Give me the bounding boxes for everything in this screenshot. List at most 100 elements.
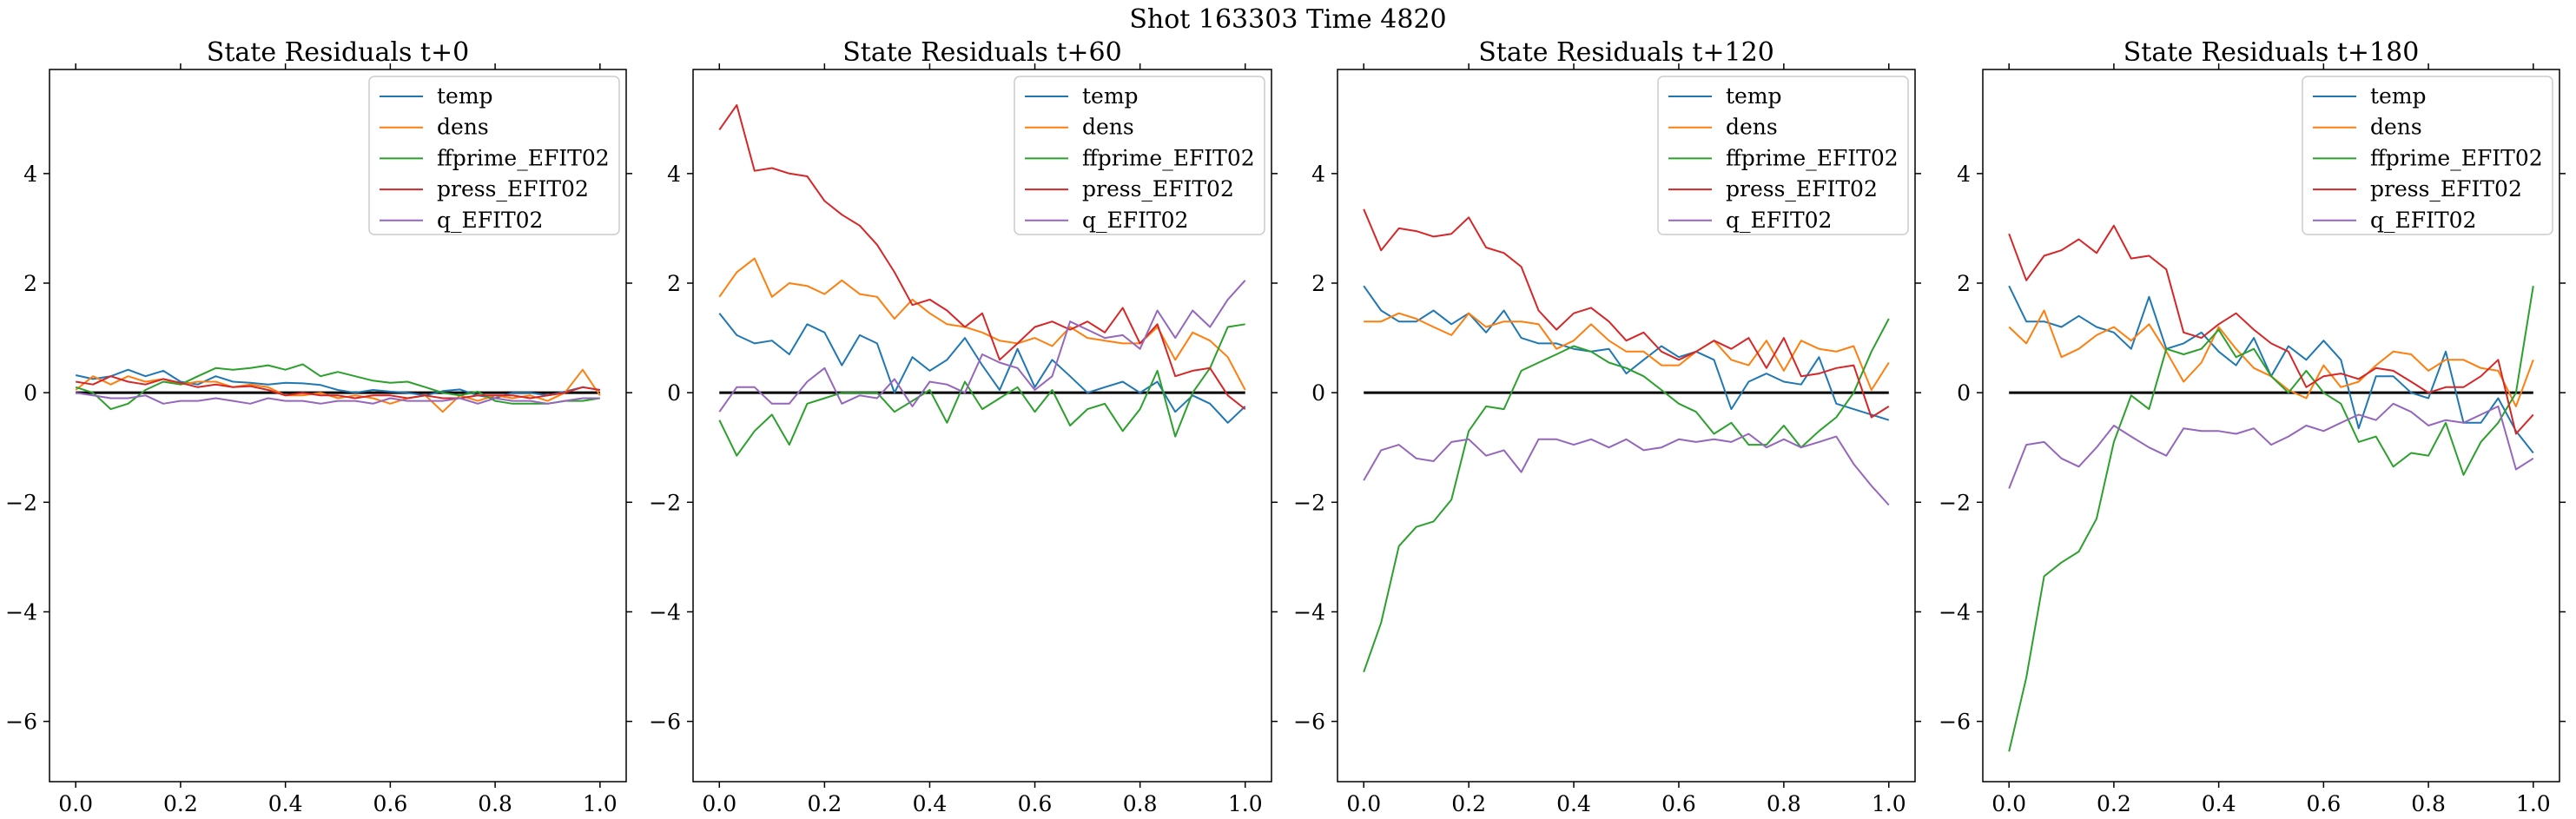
subplot-title: State Residuals t+60 [842,37,1121,68]
legend-box [368,76,620,235]
series-line-ffprime-efit02 [718,323,1245,457]
series-line-temp [2008,285,2534,454]
x-tick-label: 0.8 [1767,791,1801,816]
y-tick-label: −2 [5,490,37,515]
y-tick-label: −6 [1293,710,1325,735]
legend-box [1014,76,1265,235]
x-tick-label: 0.0 [1346,791,1381,816]
plot-area [718,104,1246,457]
legend-label: temp [1726,83,1782,109]
x-tick-label: 0.6 [1661,791,1696,816]
x-tick-label: 0.0 [702,791,736,816]
axes-frame [1337,69,1916,783]
x-tick-label: 0.2 [2097,791,2131,816]
legend-label: press_EFIT02 [1726,176,1878,201]
y-tick-label: −4 [649,599,681,624]
y-tick-label: −6 [1939,710,1971,735]
subplot-3: State Residuals t+120 0.0 0.2 0.4 0.6 0.8 1.0 −… [1293,37,1921,816]
axes-frame [49,69,627,783]
x-tick-label: 0.0 [1991,791,2026,816]
legend-box [1657,76,1909,235]
series-line-dens [718,257,1246,391]
y-tick-label: −2 [1293,490,1325,515]
legend-label: ffprime_EFIT02 [1726,145,1899,170]
y-tick-label: 2 [1957,271,1971,296]
y-tick-label: 0 [1311,380,1325,406]
x-tick-label: 1.0 [1228,791,1263,816]
x-tick-label: 0.2 [807,791,842,816]
x-tick-label: 0.6 [2306,791,2341,816]
legend-label: temp [437,83,493,109]
subplot-4: State Residuals t+180 0.0 0.2 0.4 0.6 0.8 1.0 −… [1939,37,2566,816]
series-line-press-efit02 [718,104,1246,410]
y-tick-label: −2 [649,490,681,515]
x-tick-label: 0.8 [1123,791,1158,816]
y-tick-label: 2 [667,271,681,296]
subplot-1: State Residuals t+0 0.0 0.2 0.4 0.6 0.8 1.0 −6 −… [5,37,632,816]
y-tick-label: 2 [23,271,37,296]
x-tick-label: 0.6 [373,791,407,816]
x-tick-label: 1.0 [583,791,618,816]
y-tick-label: 4 [23,162,37,187]
plot-area [1363,208,1890,673]
legend-label: q_EFIT02 [1082,208,1188,233]
series-line-temp [75,368,600,400]
legend-label: q_EFIT02 [1726,208,1832,233]
series-line-ffprime-efit02 [75,363,600,411]
x-tick-label: 0.8 [478,791,512,816]
y-tick-label: 4 [1957,162,1971,187]
x-tick-label: 1.0 [2516,791,2551,816]
legend-label: temp [2370,83,2427,109]
legend: temp dens ffprime_EFIT02 press_EFIT02 q_EFIT… [1014,76,1265,235]
y-tick-label: −6 [5,710,37,735]
y-tick-label: −4 [1939,599,1971,624]
series-line-temp [1363,285,1890,421]
axes-frame [692,69,1272,783]
y-tick-label: 0 [23,380,37,406]
series-line-q-efit02 [76,392,600,405]
x-tick-label: 0.6 [1018,791,1053,816]
series-line-temp [718,313,1246,424]
x-tick-label: 0.2 [1451,791,1486,816]
subplot-title: State Residuals t+120 [1478,37,1774,68]
series-line-press-efit02 [76,375,600,400]
x-tick-label: 0.4 [1556,791,1591,816]
legend-label: press_EFIT02 [437,176,589,201]
plot-area [75,363,601,413]
subplot-title: State Residuals t+180 [2124,37,2420,68]
legend-label: press_EFIT02 [2370,176,2522,201]
series-line-press-efit02 [2008,224,2534,435]
figure-suptitle: Shot 163303 Time 4820 [1129,4,1446,35]
legend: temp dens ffprime_EFIT02 press_EFIT02 q_EFIT… [368,76,620,235]
legend-label: ffprime_EFIT02 [2370,145,2543,170]
y-tick-label: −4 [5,599,37,624]
legend-box [2302,76,2553,235]
plot-area [2008,224,2534,752]
legend-label: dens [1082,115,1134,140]
subplot-2: State Residuals t+60 0.0 0.2 0.4 0.6 0.8 1.0 −6… [649,37,1278,816]
x-tick-label: 0.0 [58,791,93,816]
legend-label: dens [1726,115,1778,140]
y-tick-label: −6 [649,710,681,735]
series-line-press-efit02 [1363,208,1890,419]
legend-label: temp [1082,83,1139,109]
series-line-ffprime-efit02 [2008,286,2534,752]
y-tick-label: 4 [1311,162,1325,187]
legend-label: ffprime_EFIT02 [1082,145,1255,170]
legend-label: dens [437,115,489,140]
series-line-dens [1364,312,1890,391]
legend-label: ffprime_EFIT02 [437,145,610,170]
series-line-q-efit02 [2008,402,2534,489]
y-tick-label: −2 [1939,490,1971,515]
subplot-title: State Residuals t+0 [207,37,469,68]
legend-label: q_EFIT02 [437,208,543,233]
x-tick-label: 0.4 [268,791,303,816]
y-tick-label: 4 [667,162,681,187]
series-line-q-efit02 [718,280,1246,413]
y-tick-label: 0 [1957,380,1971,406]
axes-frame [1982,69,2560,783]
legend-label: q_EFIT02 [2370,208,2476,233]
legend: temp dens ffprime_EFIT02 press_EFIT02 q_EFIT… [2302,76,2553,235]
x-tick-label: 1.0 [1872,791,1906,816]
